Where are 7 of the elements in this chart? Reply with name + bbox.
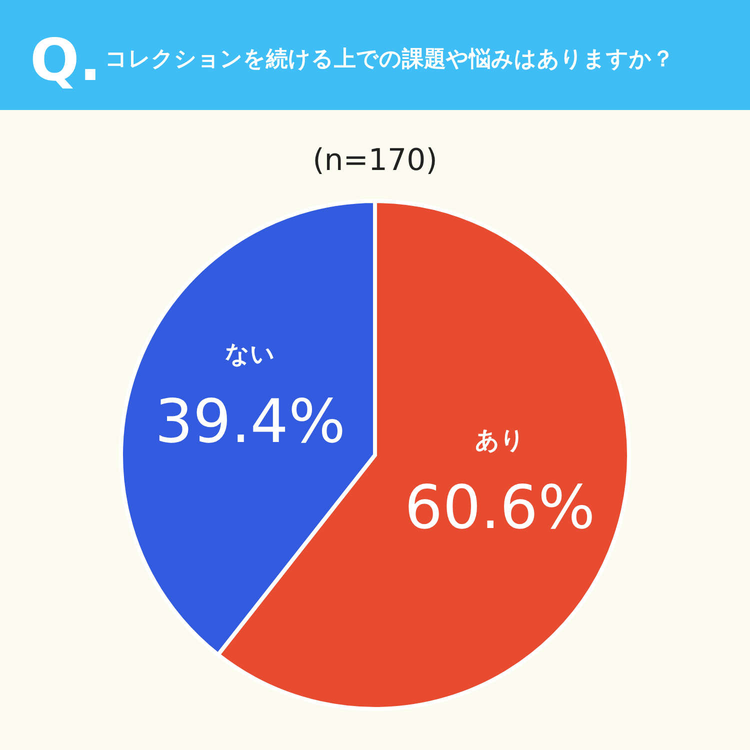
slice-label: ない bbox=[225, 340, 276, 368]
chart-subtitle: (n=170) bbox=[312, 143, 438, 178]
data-label: 39.4% bbox=[154, 386, 346, 457]
data-label: 60.6% bbox=[404, 473, 596, 544]
text: Q. bbox=[30, 26, 102, 94]
slice-label: あり bbox=[474, 426, 525, 454]
chart-title: コレクションを続ける上での課題や悩みはありますか？ bbox=[105, 47, 674, 72]
